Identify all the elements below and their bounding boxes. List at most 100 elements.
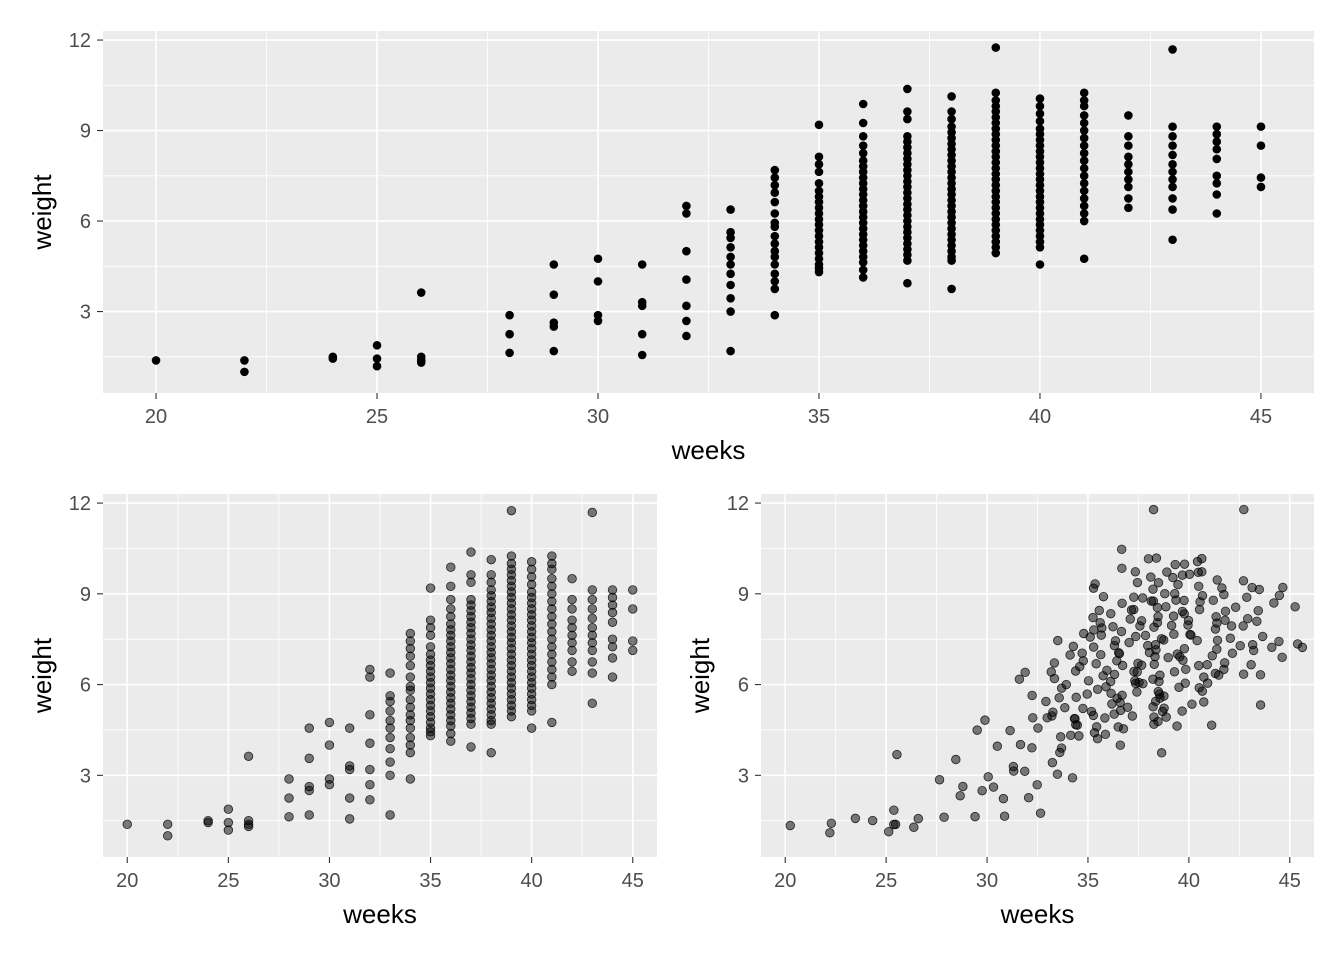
data-point	[858, 118, 868, 128]
data-point	[1132, 687, 1142, 697]
data-point	[1074, 731, 1084, 741]
data-point	[304, 810, 314, 820]
data-point	[1179, 595, 1189, 606]
data-point	[770, 197, 780, 207]
data-point	[1079, 186, 1089, 196]
data-point	[1208, 595, 1218, 606]
data-point	[1116, 626, 1127, 637]
data-point	[405, 774, 416, 784]
data-point	[466, 547, 476, 557]
data-point	[1170, 588, 1180, 599]
data-point	[628, 636, 638, 646]
data-point	[1035, 260, 1045, 269]
data-point	[328, 354, 338, 363]
grid-minor	[103, 494, 657, 857]
data-point	[1079, 216, 1089, 226]
data-point	[903, 278, 912, 288]
data-point	[825, 828, 835, 838]
x-tick-label: 45	[622, 870, 644, 892]
data-point	[1098, 591, 1109, 602]
data-point	[1047, 711, 1057, 721]
data-point	[1146, 572, 1156, 582]
data-point	[1212, 137, 1222, 147]
data-point	[1162, 567, 1172, 577]
data-point	[1079, 118, 1089, 128]
data-point	[1033, 723, 1043, 733]
data-point	[1179, 559, 1190, 569]
data-point	[1135, 621, 1145, 631]
data-point	[385, 668, 395, 678]
data-point	[726, 260, 735, 269]
data-point	[1079, 194, 1089, 203]
data-point	[1060, 702, 1070, 713]
data-point	[1122, 702, 1133, 712]
data-point	[1078, 703, 1088, 714]
data-point	[1177, 706, 1187, 716]
data-point	[934, 775, 945, 785]
data-point	[1219, 658, 1230, 668]
data-point	[1129, 592, 1139, 602]
data-point	[637, 329, 647, 339]
data-point	[1212, 635, 1223, 646]
data-point	[372, 361, 382, 371]
data-point	[1055, 747, 1065, 758]
data-point	[1169, 667, 1180, 677]
data-point	[972, 725, 982, 735]
data-point	[770, 222, 780, 232]
data-point	[567, 657, 577, 667]
data-point	[947, 114, 956, 124]
data-point	[1106, 608, 1116, 619]
data-point	[1136, 660, 1147, 670]
data-point	[1020, 766, 1030, 776]
data-point	[163, 819, 173, 830]
data-point	[903, 84, 912, 94]
data-point	[1148, 504, 1159, 515]
data-point	[587, 613, 597, 624]
data-point	[446, 581, 456, 591]
data-point	[547, 679, 557, 690]
data-point	[682, 331, 691, 341]
data-point	[385, 706, 395, 716]
data-point	[163, 831, 173, 841]
data-point	[243, 751, 254, 761]
data-point	[1173, 579, 1183, 590]
data-point	[947, 284, 956, 294]
data-point	[1269, 598, 1279, 608]
data-point	[1207, 651, 1217, 661]
data-point	[1096, 650, 1106, 660]
x-tick-label: 20	[774, 870, 796, 892]
y-axis-title: weight	[27, 637, 57, 714]
data-point	[1225, 633, 1236, 643]
data-point	[1166, 620, 1177, 631]
data-point	[1290, 602, 1300, 612]
x-tick-label: 25	[366, 406, 388, 428]
data-point	[947, 107, 956, 116]
data-point	[122, 819, 132, 830]
data-point	[1130, 678, 1141, 689]
data-point	[637, 350, 647, 360]
data-point	[867, 815, 878, 826]
data-point	[1243, 613, 1253, 624]
data-point	[1155, 693, 1165, 703]
data-point	[1156, 748, 1167, 758]
data-point	[1252, 616, 1262, 626]
data-point	[1212, 144, 1222, 154]
x-tick-labels: 20 25 30 35 40 45	[116, 870, 644, 892]
data-point	[405, 660, 416, 671]
data-point	[1079, 133, 1089, 143]
data-point	[1210, 668, 1221, 679]
data-point	[889, 805, 899, 815]
data-point	[1238, 621, 1248, 631]
data-point	[1124, 160, 1133, 169]
data-point	[1079, 179, 1089, 188]
data-point	[223, 825, 234, 835]
data-point	[405, 685, 416, 696]
data-point	[814, 152, 824, 162]
data-point	[365, 710, 375, 720]
data-point	[1129, 666, 1139, 677]
data-point	[1079, 163, 1089, 173]
data-point	[1194, 604, 1205, 615]
data-point	[1079, 171, 1089, 181]
data-point	[1168, 194, 1177, 203]
data-point	[909, 822, 919, 832]
